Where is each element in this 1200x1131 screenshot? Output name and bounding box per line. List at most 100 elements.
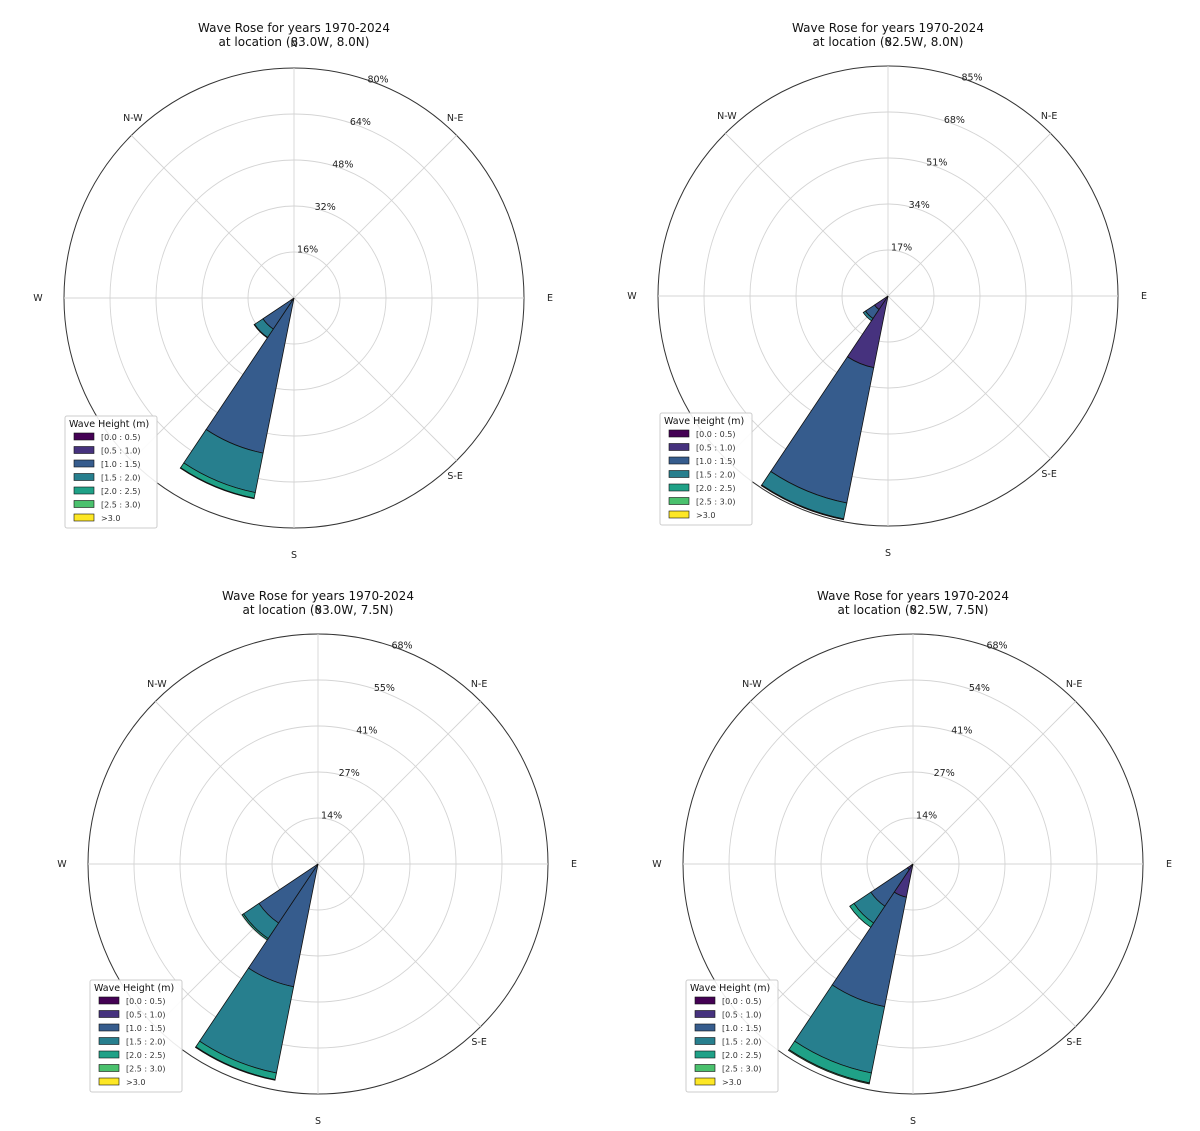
- legend-swatch: [694, 1064, 716, 1072]
- legend-title: Wave Height (m): [69, 419, 149, 430]
- legend-label: [0.0 : 0.5): [126, 997, 165, 1006]
- compass-label-n-e: N-E: [1066, 679, 1083, 690]
- legend-label: [0.5 : 1.0): [696, 444, 735, 453]
- grid-spoke: [750, 701, 914, 865]
- compass-label-n: N: [314, 605, 321, 616]
- compass-labels: N N-E E S-E S W N-W: [33, 39, 553, 561]
- radial-tick-label: 34%: [909, 200, 930, 211]
- compass-label-n: N: [290, 39, 297, 50]
- legend-label: [1.5 : 2.0): [722, 1038, 761, 1047]
- radial-tick-label: 16%: [297, 245, 318, 256]
- legend-swatch: [98, 1077, 120, 1086]
- radial-tick-label: 68%: [944, 115, 965, 126]
- compass-label-s-e: S-E: [1041, 469, 1056, 480]
- legend-swatch: [73, 446, 95, 454]
- legend-swatch: [668, 483, 690, 492]
- legend-label: [0.5 : 1.0): [101, 447, 140, 456]
- legend-label: [1.0 : 1.5): [696, 457, 735, 466]
- legend-box: [89, 979, 183, 1093]
- legend-swatch: [73, 459, 95, 468]
- wave-wedges: [194, 863, 319, 1081]
- legend-swatch: [694, 1023, 716, 1032]
- grid-spoke: [725, 133, 889, 297]
- compass-label-w: W: [652, 859, 662, 870]
- legend-swatch: [73, 473, 95, 481]
- legend-swatch: [73, 500, 95, 508]
- radial-tick-label: 27%: [339, 768, 360, 779]
- legend-swatch: [668, 510, 690, 519]
- radial-tick-label: 14%: [321, 811, 342, 822]
- legend-label: [0.0 : 0.5): [696, 430, 735, 439]
- grid-spoke: [131, 135, 295, 299]
- compass-label-n-w: N-W: [742, 679, 762, 690]
- compass-label-n: N: [884, 37, 891, 48]
- legend-title: Wave Height (m): [664, 416, 744, 427]
- radial-tick-label: 68%: [986, 641, 1007, 652]
- legend-label: >3.0: [101, 514, 120, 523]
- polar-grid: [87, 633, 549, 1095]
- wedge-segment: [846, 296, 889, 369]
- compass-label-s-e: S-E: [1066, 1037, 1081, 1048]
- panel-title: Wave Rose for years 1970-2024: [198, 21, 390, 35]
- legend-label: [1.0 : 1.5): [101, 460, 140, 469]
- wave-rose-panel: Wave Rose for years 1970-2024 at locatio…: [57, 589, 577, 1127]
- wave-wedges: [760, 295, 889, 521]
- radial-tick-labels: 16% 32% 48% 64% 80%: [297, 75, 389, 256]
- legend-swatch: [98, 1010, 120, 1018]
- compass-label-s: S: [291, 550, 297, 561]
- panel-title: Wave Rose for years 1970-2024: [792, 21, 984, 35]
- legend-box: [659, 412, 753, 526]
- wedge-segment: [862, 310, 874, 322]
- compass-label-e: E: [571, 859, 577, 870]
- radial-tick-label: 68%: [391, 641, 412, 652]
- grid-spoke: [293, 135, 457, 299]
- legend-title: Wave Height (m): [690, 983, 770, 994]
- wave-rose-panel: Wave Rose for years 1970-2024 at locatio…: [652, 589, 1172, 1127]
- radial-tick-label: 51%: [926, 158, 947, 169]
- grid-spoke: [317, 701, 481, 865]
- legend-swatch: [98, 1037, 120, 1045]
- direction-wedge: [194, 863, 319, 1081]
- grid-spoke: [887, 133, 1051, 297]
- radial-tick-label: 27%: [934, 768, 955, 779]
- legend-swatch: [73, 432, 95, 441]
- legend-swatch: [694, 996, 716, 1005]
- legend-label: [2.0 : 2.5): [722, 1051, 761, 1060]
- legend-swatch: [694, 1077, 716, 1086]
- legend-swatch: [73, 513, 95, 522]
- legend-label: [2.0 : 2.5): [126, 1051, 165, 1060]
- wedge-segment: [241, 913, 269, 941]
- wave-wedges: [179, 297, 295, 500]
- radial-tick-label: 41%: [951, 726, 972, 737]
- compass-label-n-e: N-E: [447, 113, 464, 124]
- compass-label-s-e: S-E: [471, 1037, 486, 1048]
- compass-label-n-w: N-W: [123, 113, 143, 124]
- legend-box: [64, 415, 158, 529]
- legend-label: [0.5 : 1.0): [126, 1011, 165, 1020]
- direction-wedge: [179, 297, 295, 500]
- compass-labels: N N-E E S-E S W N-W: [652, 605, 1172, 1127]
- compass-label-e: E: [1166, 859, 1172, 870]
- radial-tick-label: 48%: [332, 160, 353, 171]
- radial-tick-label: 41%: [356, 726, 377, 737]
- compass-label-e: E: [1141, 291, 1147, 302]
- compass-labels: N N-E E S-E S W N-W: [627, 37, 1147, 559]
- wedge-segment: [849, 902, 875, 928]
- legend-swatch: [668, 456, 690, 465]
- direction-wedge: [787, 863, 914, 1085]
- grid-spoke: [912, 863, 1076, 1027]
- wedge-segment: [194, 1046, 276, 1081]
- radial-tick-labels: 14% 27% 41% 54% 68%: [916, 641, 1008, 822]
- compass-labels: N N-E E S-E S W N-W: [57, 605, 577, 1127]
- wedge-segment: [787, 1049, 870, 1085]
- legend: Wave Height (m) [0.0 : 0.5) [0.5 : 1.0) [1.…: [685, 979, 779, 1093]
- legend-swatch: [98, 1023, 120, 1032]
- legend-label: >3.0: [696, 511, 715, 520]
- legend-swatch: [73, 486, 95, 495]
- legend-label: >3.0: [126, 1078, 145, 1087]
- wedge-segment: [179, 467, 255, 500]
- panel-subtitle: at location (83.0W, 7.5N): [243, 603, 394, 617]
- legend-swatch: [98, 1050, 120, 1059]
- compass-label-s-e: S-E: [447, 471, 462, 482]
